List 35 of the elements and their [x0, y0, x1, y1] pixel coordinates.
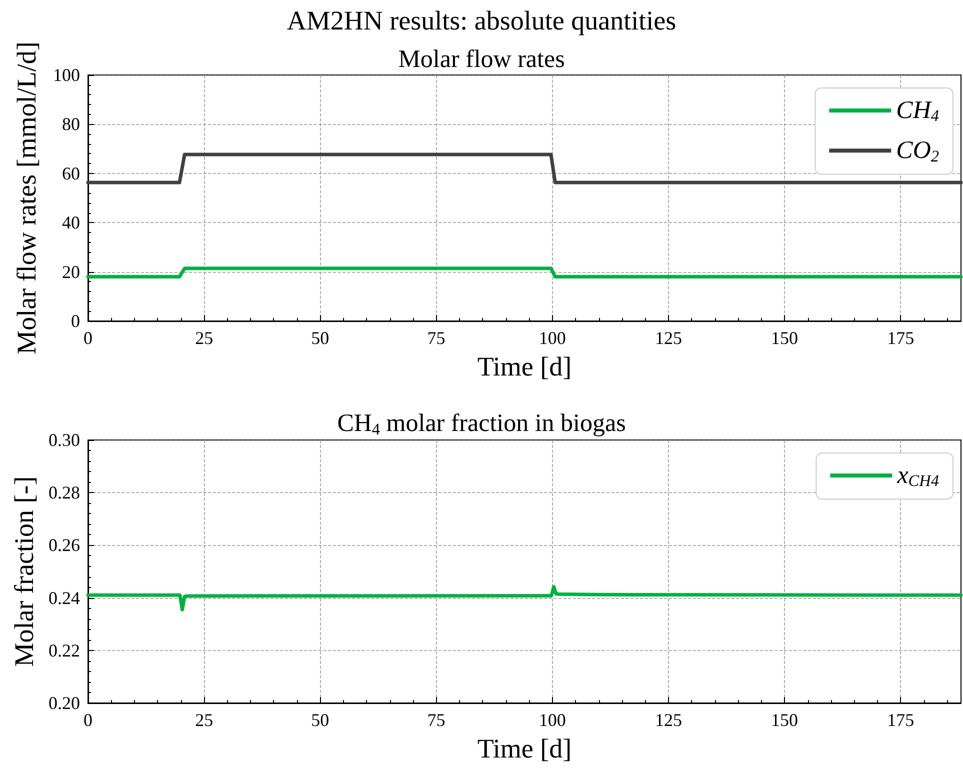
x-tick-label: 75: [427, 328, 446, 348]
x-tick-label: 0: [84, 328, 92, 348]
x-tick-label: 25: [195, 710, 214, 730]
x-tick-label: 100: [538, 710, 566, 730]
y-tick-label: 20: [62, 262, 80, 282]
x-tick-label: 125: [654, 710, 682, 730]
y-tick-label: 80: [62, 114, 80, 134]
y-tick-label: 0: [71, 311, 80, 331]
chart-title: AM2HN results: absolute quantities: [286, 6, 676, 36]
x-tick-label: 75: [427, 710, 446, 730]
x-axis-title: Time [d]: [477, 352, 572, 382]
y-tick-label: 0.24: [48, 588, 80, 608]
x-tick-label: 0: [84, 710, 92, 730]
y-tick-label: 40: [62, 212, 80, 233]
x-tick-label: 150: [771, 328, 798, 348]
x-tick-label: 50: [311, 710, 330, 730]
y-tick-label: 0.20: [48, 693, 80, 713]
y-tick-label: 60: [62, 163, 80, 184]
chart-subtitle: Molar flow rates: [398, 46, 565, 73]
y-tick-label: 0.30: [48, 430, 80, 450]
x-tick-label: 175: [887, 328, 914, 348]
line-series: [86, 585, 963, 612]
y-tick-label: 100: [53, 65, 80, 85]
x-tick-label: 25: [195, 328, 214, 348]
y-tick-label: 0.28: [48, 482, 80, 503]
x-axis-title: Time [d]: [477, 734, 572, 764]
x-tick-label: 150: [771, 710, 798, 730]
x-tick-label: 50: [311, 328, 330, 348]
y-axis-title: Molar flow rates [mmol/L/d]: [12, 42, 42, 354]
y-tick-label: 0.26: [48, 535, 80, 556]
x-tick-label: 100: [538, 328, 566, 348]
y-tick-label: 0.22: [48, 640, 80, 660]
x-tick-label: 175: [887, 710, 914, 730]
y-axis-title: Molar fraction [-]: [9, 476, 40, 667]
x-tick-label: 125: [654, 328, 682, 348]
